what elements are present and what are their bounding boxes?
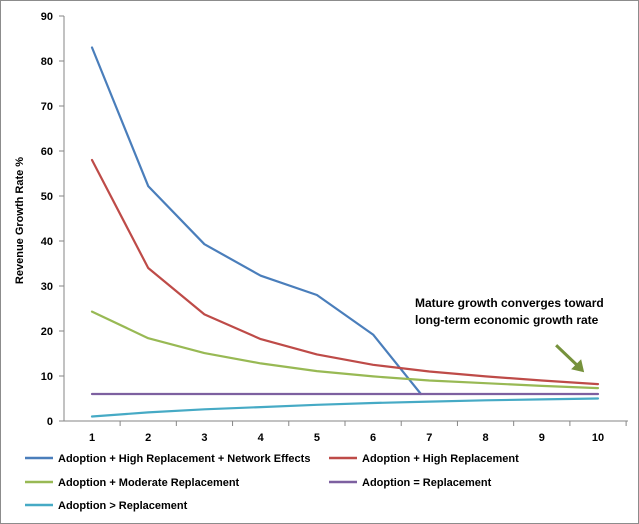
x-tick-label: 4 xyxy=(258,432,265,444)
annotation-arrow-head xyxy=(571,359,585,373)
legend: Adoption + High Replacement + Network Ef… xyxy=(25,453,519,512)
x-tick-label: 2 xyxy=(145,432,151,444)
legend-label-5: Adoption > Replacement xyxy=(58,500,188,512)
y-tick-label: 10 xyxy=(41,371,53,383)
annotation-line-1: Mature growth converges toward xyxy=(415,296,604,310)
y-tick-label: 0 xyxy=(47,416,53,428)
x-tick-label: 6 xyxy=(370,432,376,444)
x-tick-label: 5 xyxy=(314,432,320,444)
legend-label-3: Adoption + Moderate Replacement xyxy=(58,477,240,489)
series-line-1 xyxy=(90,46,422,396)
annotation: Mature growth converges toward long-term… xyxy=(415,296,604,373)
x-tick-label: 9 xyxy=(539,432,545,444)
legend-label-2: Adoption + High Replacement xyxy=(362,453,519,465)
series-line-2 xyxy=(90,158,600,386)
y-tick-label: 60 xyxy=(41,146,53,158)
y-axis-ticks: 0 10 20 30 40 50 60 70 80 90 xyxy=(41,11,64,428)
x-axis-ticks: 1 2 3 4 5 6 7 8 9 10 xyxy=(89,421,627,444)
series-lines xyxy=(90,46,600,418)
annotation-arrow xyxy=(555,344,579,367)
y-tick-label: 80 xyxy=(41,56,53,68)
y-tick-label: 30 xyxy=(41,281,53,293)
legend-label-4: Adoption = Replacement xyxy=(362,477,492,489)
y-tick-label: 50 xyxy=(41,191,53,203)
x-tick-label: 1 xyxy=(89,432,95,444)
annotation-line-2: long-term economic growth rate xyxy=(415,313,599,327)
y-tick-label: 20 xyxy=(41,326,53,338)
x-tick-label: 10 xyxy=(592,432,604,444)
series-line-5 xyxy=(90,397,600,418)
x-tick-label: 8 xyxy=(482,432,488,444)
y-tick-label: 70 xyxy=(41,101,53,113)
legend-label-1: Adoption + High Replacement + Network Ef… xyxy=(58,453,310,465)
y-axis-title: Revenue Growth Rate % xyxy=(14,157,26,284)
x-tick-label: 7 xyxy=(426,432,432,444)
y-tick-label: 90 xyxy=(41,11,53,23)
x-tick-label: 3 xyxy=(201,432,207,444)
y-tick-label: 40 xyxy=(41,236,53,248)
series-line-3 xyxy=(90,310,600,390)
